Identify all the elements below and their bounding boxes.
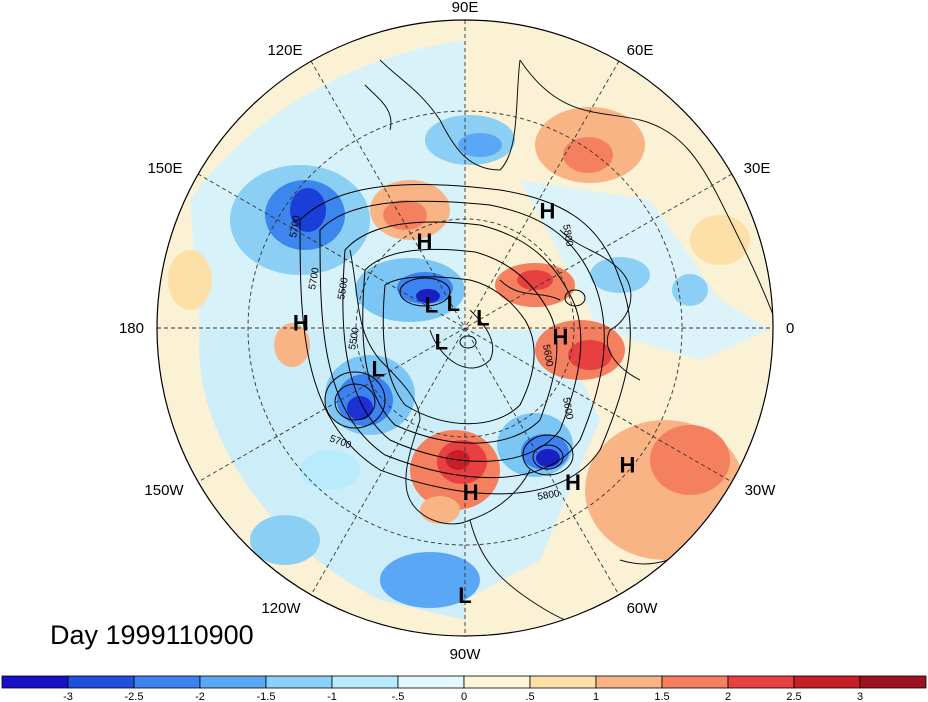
colorbar-tick-label: -2.5 <box>125 691 144 702</box>
contour-label: 5800 <box>537 488 561 503</box>
low-pressure-marker: L <box>425 292 438 317</box>
contour-label: 5800 <box>560 224 575 248</box>
colorbar-tick-label: -3 <box>63 691 73 702</box>
colorbar-box <box>661 675 729 689</box>
lon-label-60e: 60E <box>627 42 654 59</box>
contour-label: 5600 <box>560 397 575 421</box>
high-pressure-marker: H <box>553 324 569 349</box>
lon-label-90w: 90W <box>450 646 482 663</box>
colorbar-box <box>133 675 201 689</box>
colorbar-box <box>595 675 663 689</box>
high-pressure-marker: H <box>565 470 581 495</box>
colorbar-tick-label: 2.5 <box>786 691 801 702</box>
contour-labels: 5500 5500 5600 5700 5700 5700 5800 5800 … <box>288 214 575 503</box>
colorbar-boxes <box>1 675 927 689</box>
colorbar-box <box>67 675 135 689</box>
high-pressure-marker: H <box>293 310 309 335</box>
colorbar-box <box>397 675 465 689</box>
colorbar-tick-label: 3 <box>857 691 863 702</box>
lon-label-120e: 120E <box>267 42 302 59</box>
low-pressure-marker: L <box>447 291 460 316</box>
contour-label: 5600 <box>540 344 555 368</box>
lon-label-0: 0 <box>786 320 794 337</box>
contour-label: 5700 <box>288 214 303 238</box>
lon-label-120w: 120W <box>261 600 301 617</box>
colorbar-tick-label: 1.5 <box>654 691 669 702</box>
colorbar-box <box>859 675 927 689</box>
colorbar-labels: -3 -2.5 -2 -1.5 -1 -.5 0 .5 1 1.5 2 2.5 3 <box>63 691 863 702</box>
colorbar-box <box>1 675 69 689</box>
graticule <box>157 20 773 636</box>
lon-label-150w: 150W <box>144 482 184 499</box>
high-pressure-marker: H <box>417 229 433 254</box>
map-title: Day 1999110900 <box>50 620 254 650</box>
colorbar-box <box>265 675 333 689</box>
longitude-labels: 90E 0 90W 180 120E 150E 60E 30E 150W 120… <box>119 0 794 663</box>
low-pressure-marker: L <box>476 306 489 331</box>
coastlines <box>349 59 773 625</box>
colorbar-tick-label: -.5 <box>392 691 405 702</box>
contour-label: 5500 <box>347 326 362 350</box>
low-pressure-marker: L <box>435 330 448 355</box>
high-pressure-marker: H <box>539 198 555 223</box>
low-pressure-marker: L <box>458 583 471 608</box>
colorbar-tick-label: -2 <box>195 691 205 702</box>
colorbar-tick-label: 1 <box>593 691 599 702</box>
low-pressure-marker: L <box>371 357 384 382</box>
lon-label-30w: 30W <box>745 482 777 499</box>
high-pressure-marker: H <box>620 452 636 477</box>
colorbar-tick-label: -1 <box>327 691 337 702</box>
contour-label: 5700 <box>307 266 322 290</box>
lon-label-180: 180 <box>119 320 144 337</box>
colorbar-box <box>529 675 597 689</box>
lon-label-60w: 60W <box>627 600 659 617</box>
map-boundary <box>156 19 774 637</box>
colorbar-box <box>331 675 399 689</box>
colorbar-box <box>199 675 267 689</box>
colorbar-box <box>463 675 531 689</box>
lon-label-150e: 150E <box>147 160 182 177</box>
colorbar-tick-label: -1.5 <box>257 691 276 702</box>
colorbar-tick-label: 0 <box>461 691 467 702</box>
colorbar-box <box>793 675 861 689</box>
colorbar-tick-label: 2 <box>725 691 731 702</box>
lon-label-90e: 90E <box>452 0 479 16</box>
contour-label: 5500 <box>336 276 351 300</box>
high-pressure-marker: H <box>463 480 479 505</box>
colorbar-tick-label: .5 <box>525 691 534 702</box>
colorbar-box <box>727 675 795 689</box>
colorbar: -3 -2.5 -2 -1.5 -1 -.5 0 .5 1 1.5 2 2.5 3 <box>1 675 927 702</box>
lon-label-30e: 30E <box>744 160 771 177</box>
